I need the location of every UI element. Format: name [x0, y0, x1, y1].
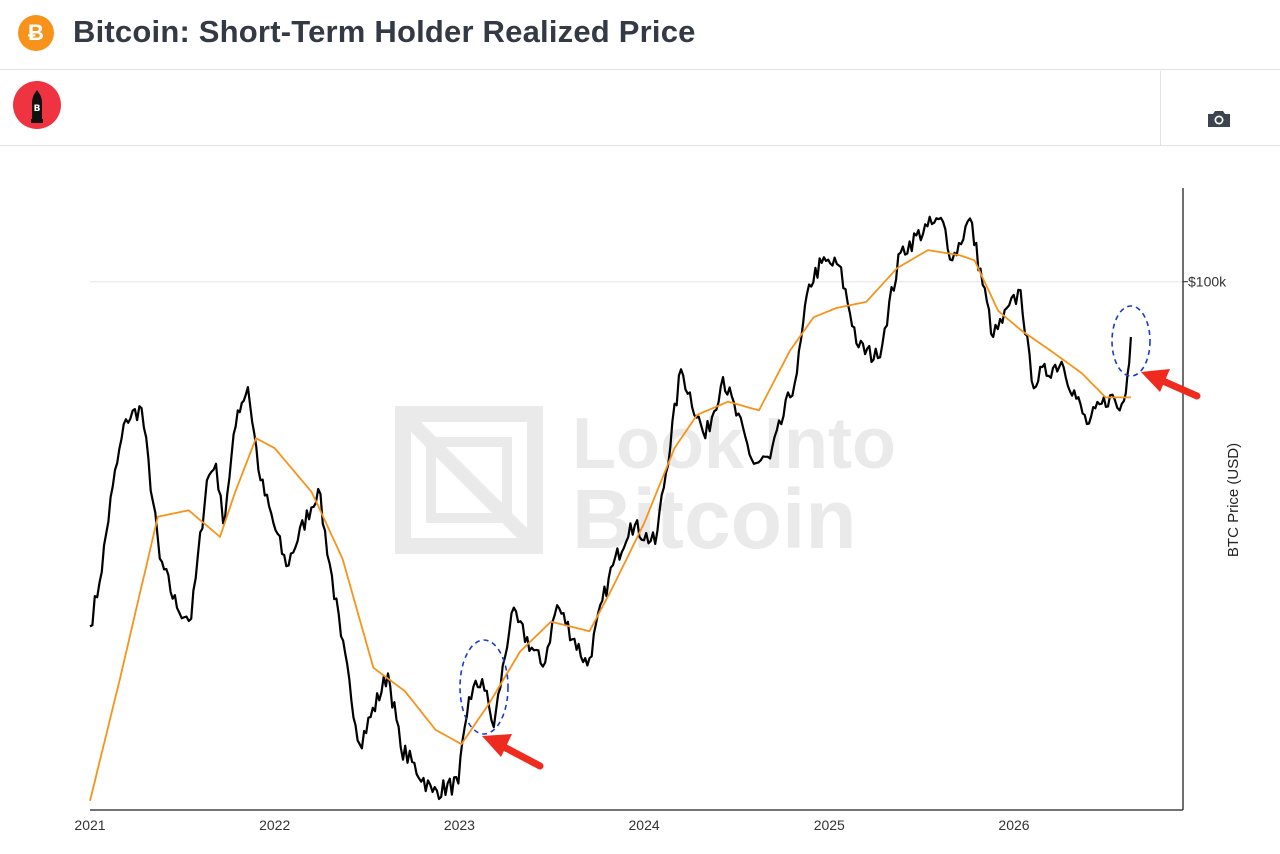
y-tick-label-0: $100k: [1188, 274, 1227, 290]
x-tick-label-2023: 2023: [444, 817, 475, 833]
axes: 2021 2022 2023 2024 2025 2026 $100k BTC Price (…: [74, 188, 1242, 833]
x-tick-label-2021: 2021: [74, 817, 105, 833]
sth-realized-price-line: [89, 249, 1131, 802]
bitcoin-icon: Ƀ: [18, 15, 54, 51]
highlight-ellipse-2023: [459, 639, 509, 735]
watermark-line-1: Look Into: [572, 404, 896, 484]
arrow-2023: [482, 734, 544, 770]
camera-icon[interactable]: [1204, 104, 1234, 134]
header-bar: Ƀ Bitcoin: Short-Term Holder Realized Pr…: [0, 0, 1280, 70]
chart-svg: Look Into Bitcoin 2021 2022 2023 2024 2025 20…: [74, 188, 1242, 833]
series-layer: [89, 215, 1132, 802]
highlight-ellipse-2026: [1111, 305, 1151, 377]
bullet-logo-icon[interactable]: B: [13, 81, 61, 129]
annotations: [459, 305, 1201, 770]
arrow-2026: [1141, 369, 1201, 400]
svg-text:B: B: [34, 104, 41, 114]
page-title: Bitcoin: Short-Term Holder Realized Pric…: [73, 14, 696, 49]
x-tick-label-2024: 2024: [629, 817, 660, 833]
x-tick-label-2026: 2026: [998, 817, 1029, 833]
btc-price-line: [89, 215, 1132, 801]
x-tick-label-2022: 2022: [259, 817, 290, 833]
watermark-line-2: Bitcoin: [572, 472, 857, 566]
chart-area: Look Into Bitcoin 2021 2022 2023 2024 2025 20…: [0, 146, 1280, 854]
toolbar-divider: [1160, 71, 1161, 145]
toolbar: B: [0, 71, 1280, 146]
y-axis-label: BTC Price (USD): [1225, 443, 1242, 557]
x-tick-label-2025: 2025: [814, 817, 845, 833]
watermark: Look Into Bitcoin: [395, 404, 896, 566]
